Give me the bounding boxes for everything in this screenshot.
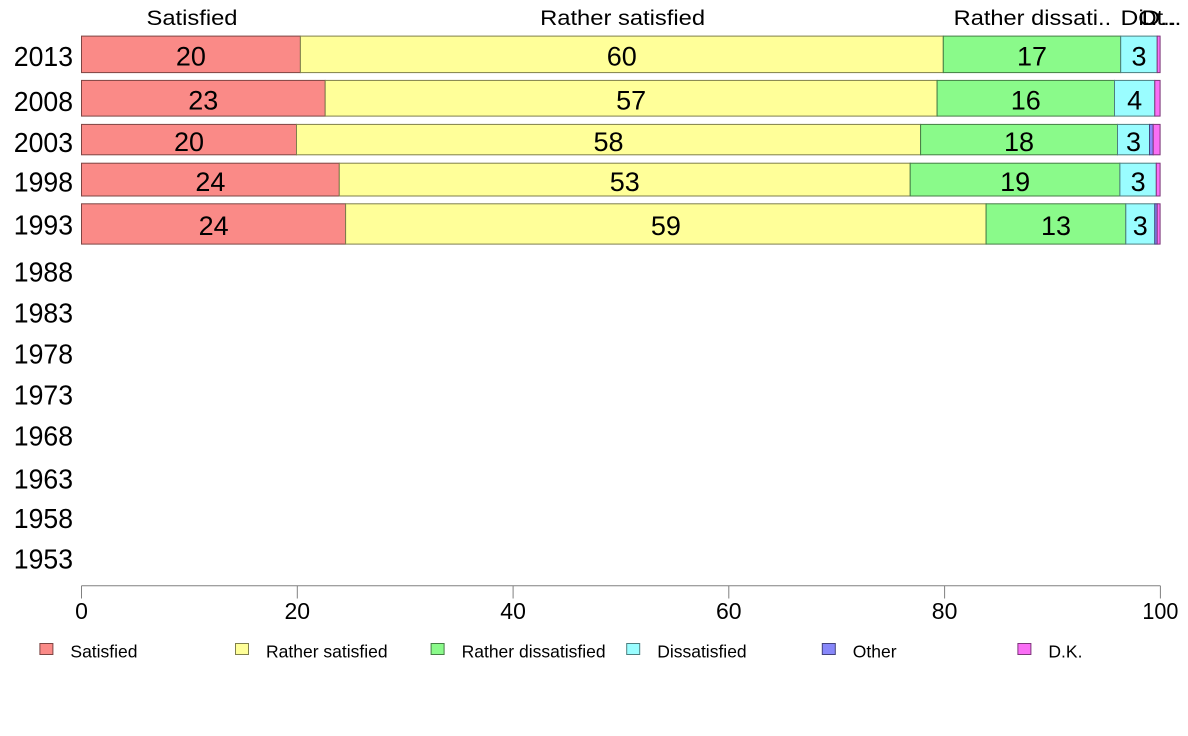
svg-text:1993: 1993 — [14, 210, 73, 241]
svg-text:3: 3 — [1131, 167, 1146, 197]
svg-text:1983: 1983 — [14, 298, 73, 329]
svg-text:18: 18 — [1004, 127, 1034, 157]
svg-text:53: 53 — [610, 167, 640, 197]
svg-text:Rather dissatisfied: Rather dissatisfied — [462, 641, 606, 661]
svg-text:23: 23 — [188, 86, 218, 116]
svg-text:2008: 2008 — [14, 86, 73, 117]
svg-text:17: 17 — [1017, 42, 1047, 72]
svg-text:Rather satisfied: Rather satisfied — [540, 6, 705, 30]
svg-text:80: 80 — [932, 598, 958, 624]
svg-text:100: 100 — [1142, 598, 1178, 624]
svg-text:1963: 1963 — [14, 463, 73, 494]
svg-text:1958: 1958 — [14, 503, 73, 534]
svg-text:3: 3 — [1131, 42, 1146, 72]
svg-text:Ot..: Ot.. — [1138, 6, 1176, 30]
svg-text:D...: D... — [1142, 6, 1182, 30]
svg-text:24: 24 — [195, 167, 225, 197]
svg-text:Other: Other — [853, 641, 897, 661]
svg-text:1968: 1968 — [14, 421, 73, 452]
svg-text:57: 57 — [616, 86, 646, 116]
svg-text:2013: 2013 — [14, 41, 73, 72]
svg-text:Satisfied: Satisfied — [70, 641, 137, 661]
svg-text:4: 4 — [1127, 86, 1142, 116]
svg-text:D.K.: D.K. — [1048, 641, 1082, 661]
svg-text:2003: 2003 — [14, 127, 73, 158]
svg-text:59: 59 — [651, 211, 681, 241]
svg-text:58: 58 — [593, 127, 623, 157]
svg-text:3: 3 — [1126, 127, 1141, 157]
svg-text:20: 20 — [174, 127, 204, 157]
svg-text:Dissatisfied: Dissatisfied — [657, 641, 746, 661]
svg-text:19: 19 — [1000, 167, 1030, 197]
svg-text:60: 60 — [716, 598, 742, 624]
svg-text:Rather dissati..: Rather dissati.. — [954, 6, 1112, 30]
svg-text:1988: 1988 — [14, 257, 73, 288]
svg-text:Rather satisfied: Rather satisfied — [266, 641, 388, 661]
svg-text:3: 3 — [1133, 211, 1148, 241]
svg-text:40: 40 — [500, 598, 526, 624]
svg-text:Satisfied: Satisfied — [147, 6, 238, 30]
svg-text:60: 60 — [607, 42, 637, 72]
svg-text:20: 20 — [176, 42, 206, 72]
svg-text:1978: 1978 — [14, 339, 73, 370]
svg-text:24: 24 — [199, 211, 229, 241]
svg-text:1953: 1953 — [14, 544, 73, 575]
svg-text:Di..: Di.. — [1121, 6, 1158, 30]
svg-text:16: 16 — [1011, 86, 1041, 116]
svg-text:0: 0 — [75, 598, 88, 624]
svg-text:1973: 1973 — [14, 379, 73, 410]
svg-text:13: 13 — [1041, 211, 1071, 241]
svg-text:20: 20 — [285, 598, 311, 624]
svg-text:1998: 1998 — [14, 167, 73, 198]
